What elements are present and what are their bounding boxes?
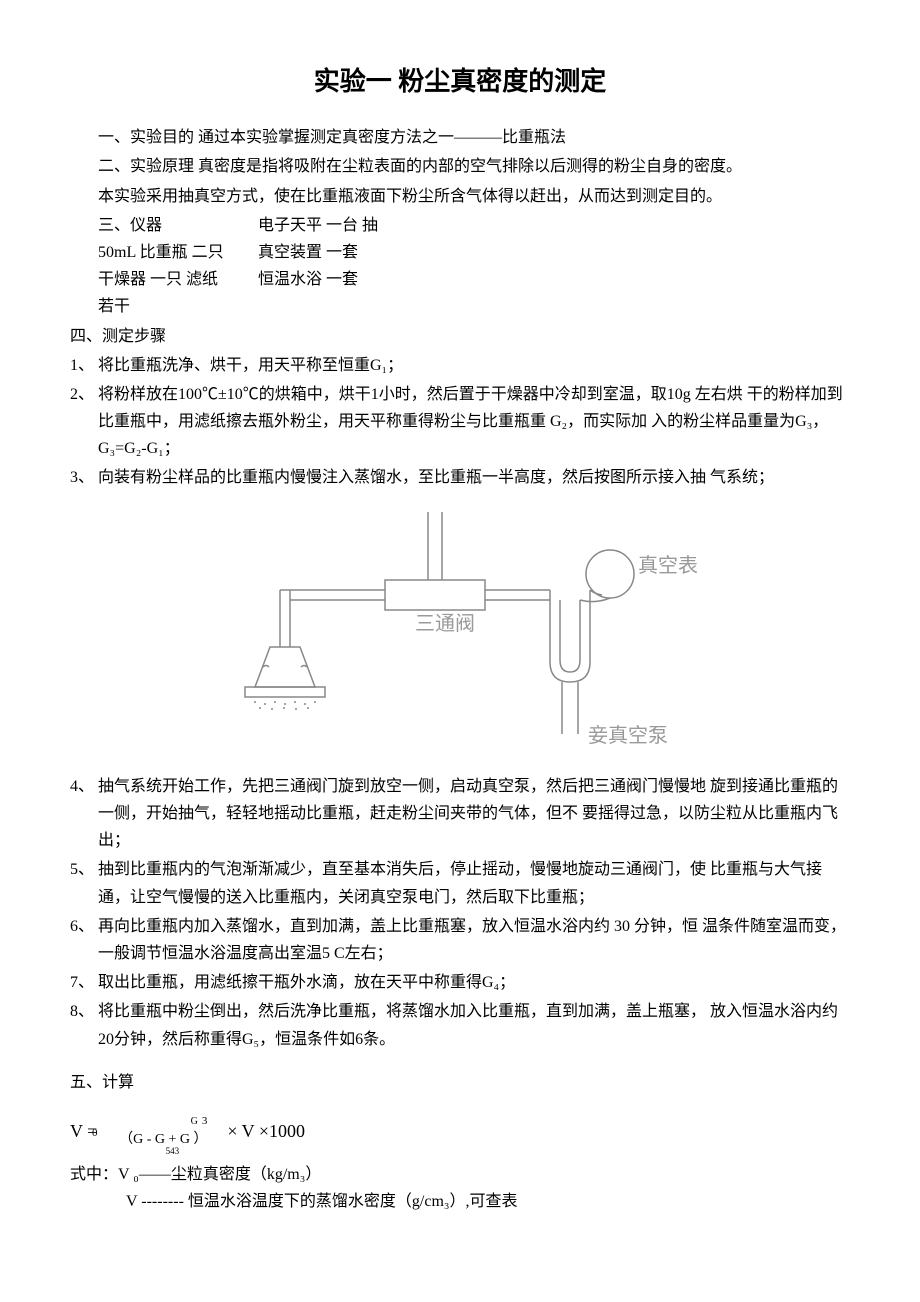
section-5-heading: 五、计算 [70, 1069, 850, 1096]
step-1-text: 将比重瓶洗净、烘干，用天平称至恒重G₁； [98, 352, 850, 379]
base-plate-icon [245, 687, 325, 697]
step-8-text: 将比重瓶中粉尘倒出，然后洗净比重瓶，将蒸馏水加入比重瓶，直到加满，盖上瓶塞， 放… [98, 998, 850, 1052]
step-7: 7、 取出比重瓶，用滤纸擦干瓶外水滴，放在天平中称重得G₄； [70, 969, 850, 996]
section-5: 五、计算 V = G 3 （G - G + G ） 543 × V ×1000 … [70, 1069, 850, 1215]
apparatus-3-right: 恒温水浴 一套 [258, 271, 358, 288]
section-intro: 一、实验目的 通过本实验掌握测定真密度方法之一———比重瓶法 二、实验原理 真密… [70, 124, 850, 320]
step-5-num: 5、 [70, 856, 98, 910]
section-1-heading: 一、实验目的 通过本实验掌握测定真密度方法之一———比重瓶法 [98, 124, 850, 151]
apparatus-4-left: 若干 [98, 298, 130, 315]
step-2: 2、 将粉样放在100℃±10℃的烘箱中，烘干1小时，然后置于干燥器中冷却到室温… [70, 381, 850, 463]
section-4-heading: 四、测定步骤 [70, 323, 850, 350]
step-4: 4、 抽气系统开始工作，先把三通阀门旋到放空一侧，启动真空泵，然后把三通阀门慢慢… [70, 773, 850, 855]
break-marks-icon [263, 665, 307, 667]
step-1: 1、 将比重瓶洗净、烘干，用天平称至恒重G₁； [70, 352, 850, 379]
apparatus-2-left: 50mL 比重瓶 二只 [98, 244, 224, 261]
apparatus-3-left: 干燥器 一只 滤纸 [98, 271, 218, 288]
step-4-text: 抽气系统开始工作，先把三通阀门旋到放空一侧，启动真空泵，然后把三通阀门慢慢地 旋… [98, 773, 850, 855]
step-3-text: 向装有粉尘样品的比重瓶内慢慢注入蒸馏水，至比重瓶一半高度，然后按图所示接入抽 气… [98, 464, 850, 491]
pump-label: 妾真空泵 [588, 724, 668, 747]
step-1-num: 1、 [70, 352, 98, 379]
step-6: 6、 再向比重瓶内加入蒸馏水，直到加满，盖上比重瓶塞，放入恒温水浴内约 30 分… [70, 913, 850, 967]
formula-G-sup: G [191, 1116, 198, 1127]
gauge-label: 真空表 [638, 554, 698, 577]
step-2-text: 将粉样放在100℃±10℃的烘箱中，烘干1小时，然后置于干燥器中冷却到室温，取1… [98, 381, 850, 463]
definition-1: 式中：V ₀——尘粒真密度（kg/m₃） [70, 1161, 850, 1188]
formula-right: × V ×1000 [227, 1116, 305, 1147]
section-2-line-a: 二、实验原理 真密度是指将吸附在尘粒表面的内部的空气排除以后测得的粉尘自身的密度… [98, 153, 850, 180]
formula-num: 3 [202, 1115, 208, 1127]
page-title: 实验一 粉尘真密度的测定 [70, 60, 850, 104]
apparatus-2-right: 真空装置 一套 [258, 244, 358, 261]
step-2-num: 2、 [70, 381, 98, 463]
step-4-num: 4、 [70, 773, 98, 855]
step-7-text: 取出比重瓶，用滤纸擦干瓶外水滴，放在天平中称重得G₄； [98, 969, 850, 996]
step-8-num: 8、 [70, 998, 98, 1052]
formula-den-sub: 543 [103, 1147, 223, 1156]
step-7-num: 7、 [70, 969, 98, 996]
valve-box-icon [385, 580, 485, 610]
apparatus-table: 三、仪器 电子天平 一台 抽 50mL 比重瓶 二只 真空装置 一套 干燥器 一… [98, 212, 388, 321]
valve-label: 三通阀 [415, 612, 475, 635]
definition-2: V -------- 恒温水浴温度下的蒸馏水密度（g/cm₃）,可查表 [70, 1188, 850, 1215]
step-6-num: 6、 [70, 913, 98, 967]
formula: V = G 3 （G - G + G ） 543 × V ×1000 0 [70, 1106, 850, 1143]
u-tube-icon [550, 590, 590, 682]
diagram-svg: 三通阀 真空表 妾真空泵 [200, 502, 720, 752]
apparatus-1-left: 电子天平 一台 抽 [258, 217, 378, 234]
section-3-heading: 三、仪器 [98, 217, 162, 234]
step-5-text: 抽到比重瓶内的气泡渐渐减少，直至基本消失后，停止摇动，慢慢地旋动三通阀门，使 比… [98, 856, 850, 910]
steps-continued: 4、 抽气系统开始工作，先把三通阀门旋到放空一侧，启动真空泵，然后把三通阀门慢慢… [70, 773, 850, 1053]
gauge-circle-icon [586, 550, 634, 598]
section-2-line-b: 本实验采用抽真空方式，使在比重瓶液面下粉尘所含气体得以赶出，从而达到测定目的。 [98, 183, 850, 210]
step-3: 3、 向装有粉尘样品的比重瓶内慢慢注入蒸馏水，至比重瓶一半高度，然后按图所示接入… [70, 464, 850, 491]
step-5: 5、 抽到比重瓶内的气泡渐渐减少，直至基本消失后，停止摇动，慢慢地旋动三通阀门，… [70, 856, 850, 910]
formula-den: （G - G + G ） [103, 1133, 223, 1147]
step-6-text: 再向比重瓶内加入蒸馏水，直到加满，盖上比重瓶塞，放入恒温水浴内约 30 分钟，恒… [98, 913, 850, 967]
vacuum-diagram: 三通阀 真空表 妾真空泵 [70, 502, 850, 761]
step-8: 8、 将比重瓶中粉尘倒出，然后洗净比重瓶，将蒸馏水加入比重瓶，直到加满，盖上瓶塞… [70, 998, 850, 1052]
section-4: 四、测定步骤 1、 将比重瓶洗净、烘干，用天平称至恒重G₁； 2、 将粉样放在1… [70, 323, 850, 492]
step-3-num: 3、 [70, 464, 98, 491]
